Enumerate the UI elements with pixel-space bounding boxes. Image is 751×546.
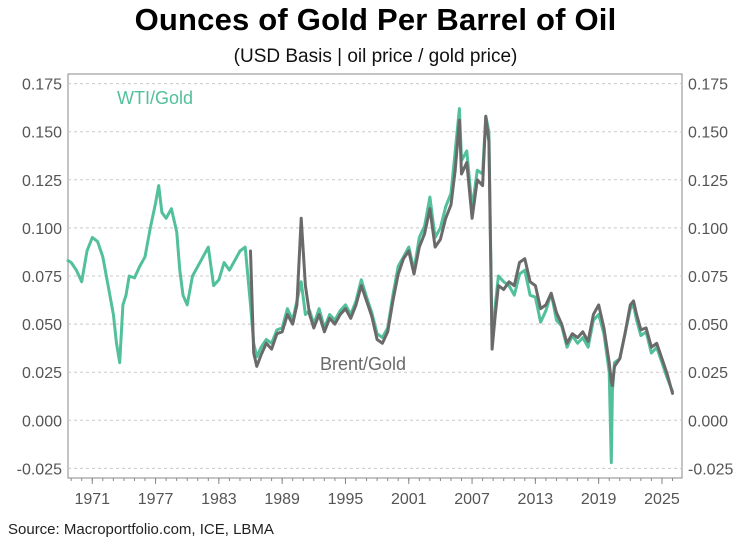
gridlines: [68, 83, 682, 469]
y-tick-label-right: 0.175: [688, 77, 728, 94]
y-tick-label-right: 0.000: [688, 413, 728, 430]
y-tick-label-left: 0.100: [22, 221, 62, 238]
y-tick-label-right: 0.075: [688, 269, 728, 286]
y-tick-label-right: 0.100: [688, 221, 728, 238]
y-axis-left: -0.025 0.000 0.025 0.050 0.075 0.100 0.125 0.15…: [17, 77, 62, 479]
y-tick-label-left: 0.025: [22, 365, 62, 382]
x-tick-label: 2001: [391, 491, 427, 508]
source-note: Source: Macroportfolio.com, ICE, LBMA: [8, 521, 274, 538]
x-tick-label: 1983: [201, 491, 237, 508]
y-tick-label-left: 0.000: [22, 413, 62, 430]
brent-gold-annotation: Brent/Gold: [320, 354, 406, 374]
y-tick-label-right: 0.150: [688, 125, 728, 142]
x-tick-label: 2019: [581, 491, 617, 508]
chart-subtitle: (USD Basis | oil price / gold price): [233, 46, 518, 67]
x-tick-label: 2025: [644, 491, 680, 508]
y-tick-label-right: 0.125: [688, 173, 728, 190]
x-tick-label: 1977: [138, 491, 174, 508]
y-tick-label-left: 0.125: [22, 173, 62, 190]
chart-title: Ounces of Gold Per Barrel of Oil: [134, 2, 617, 37]
series-lines: [66, 107, 674, 465]
brent-gold-line: [249, 114, 674, 395]
x-tick-label: 1989: [264, 491, 300, 508]
x-tick-label: 2007: [454, 491, 490, 508]
y-tick-label-left: 0.075: [22, 269, 62, 286]
wti-gold-line: [66, 107, 674, 465]
y-tick-label-left: 0.150: [22, 125, 62, 142]
y-tick-label-right: 0.025: [688, 365, 728, 382]
y-tick-label-left: 0.050: [22, 317, 62, 334]
x-tick-label: 2013: [518, 491, 554, 508]
y-axis-right: -0.025 0.000 0.025 0.050 0.075 0.100 0.125 0.15…: [688, 77, 733, 479]
x-tick-label: 1995: [328, 491, 364, 508]
wti-gold-annotation: WTI/Gold: [117, 88, 193, 108]
y-tick-label-left: 0.175: [22, 77, 62, 94]
y-tick-label-right: -0.025: [688, 461, 733, 478]
y-tick-label-left: -0.025: [17, 461, 62, 478]
x-axis: 1971 1977 1983 1989 1995 2001 2007 2013 2019 2025: [70, 478, 680, 508]
y-tick-label-right: 0.050: [688, 317, 728, 334]
x-tick-label: 1971: [74, 491, 110, 508]
